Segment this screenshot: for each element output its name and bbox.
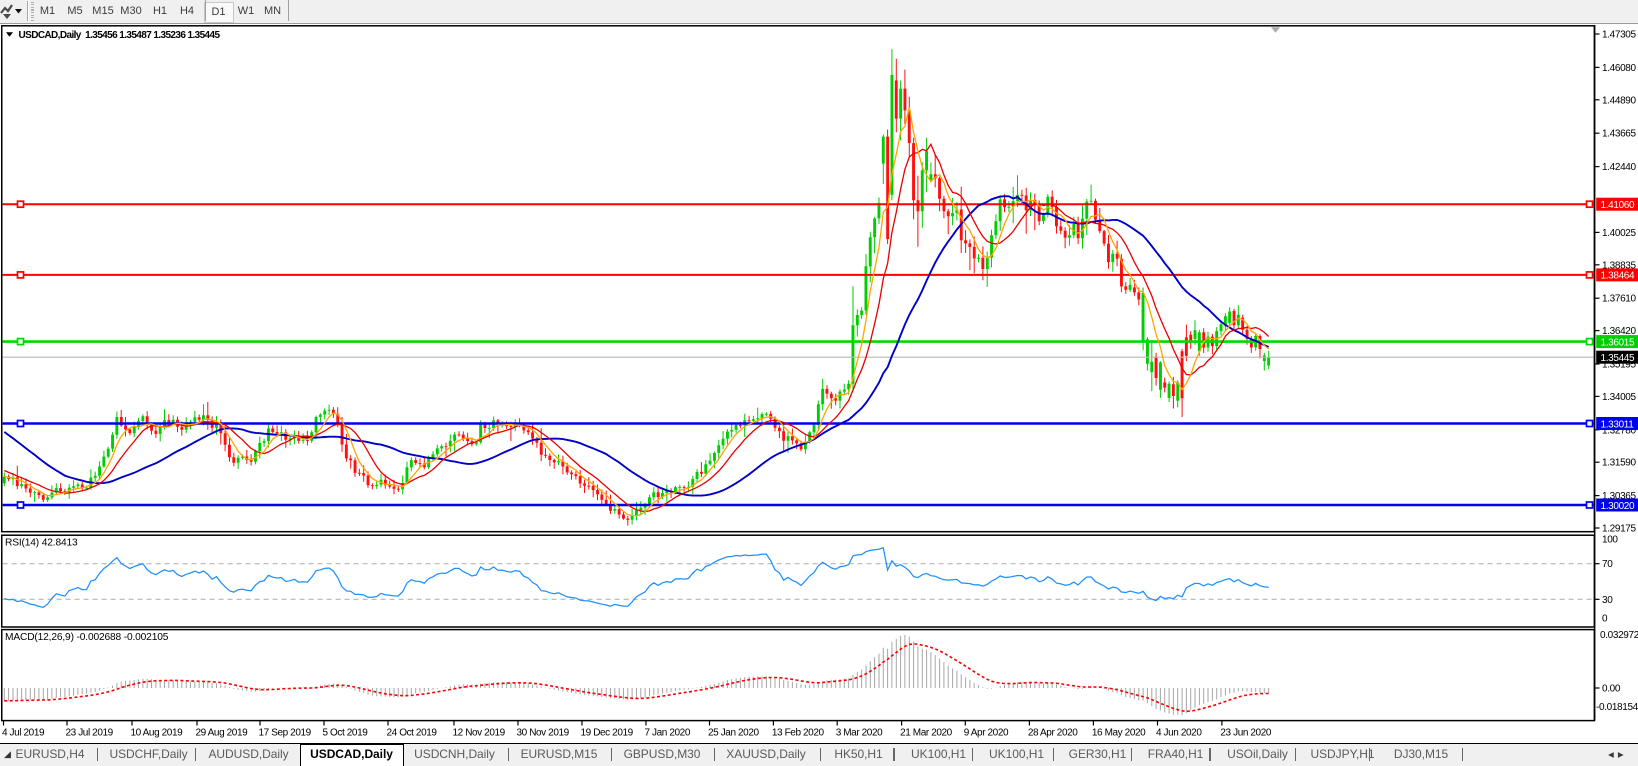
svg-text:RSI(14) 42.8413: RSI(14) 42.8413 — [5, 538, 78, 549]
svg-text:4 Jun 2020: 4 Jun 2020 — [1156, 728, 1202, 739]
svg-text:23 Jul 2019: 23 Jul 2019 — [66, 728, 114, 739]
svg-text:1.38464: 1.38464 — [1601, 271, 1635, 282]
svg-text:1.36420: 1.36420 — [1602, 326, 1636, 337]
svg-text:0: 0 — [1602, 614, 1608, 625]
svg-text:1.40025: 1.40025 — [1602, 228, 1636, 239]
svg-text:23 Jun 2020: 23 Jun 2020 — [1220, 728, 1271, 739]
svg-text:1.33011: 1.33011 — [1601, 419, 1635, 430]
svg-text:10 Aug 2019: 10 Aug 2019 — [131, 728, 184, 739]
svg-text:1.32780: 1.32780 — [1602, 425, 1636, 436]
svg-text:1.38835: 1.38835 — [1602, 260, 1636, 271]
svg-text:0.00: 0.00 — [1602, 684, 1621, 695]
svg-text:1.36015: 1.36015 — [1601, 337, 1635, 348]
svg-text:4 Jul 2019: 4 Jul 2019 — [2, 728, 45, 739]
svg-text:-0.018154: -0.018154 — [1596, 702, 1638, 713]
svg-text:1.29175: 1.29175 — [1602, 524, 1636, 535]
svg-text:MACD(12,26,9) -0.002688 -0.002: MACD(12,26,9) -0.002688 -0.002105 — [5, 632, 169, 643]
svg-text:5 Oct 2019: 5 Oct 2019 — [323, 728, 369, 739]
svg-text:19 Dec 2019: 19 Dec 2019 — [581, 728, 634, 739]
svg-text:1.30020: 1.30020 — [1601, 501, 1635, 512]
svg-text:1.43665: 1.43665 — [1602, 129, 1636, 140]
svg-text:13 Feb 2020: 13 Feb 2020 — [772, 728, 825, 739]
svg-text:USDCAD,Daily 1.35456 1.35487: USDCAD,Daily 1.35456 1.35487 1.35236 1.3… — [19, 30, 221, 41]
svg-text:1.31590: 1.31590 — [1602, 458, 1636, 469]
svg-text:21 Mar 2020: 21 Mar 2020 — [900, 728, 953, 739]
svg-text:1.37610: 1.37610 — [1602, 294, 1636, 305]
svg-text:0.032972: 0.032972 — [1600, 630, 1638, 641]
svg-text:1.47305: 1.47305 — [1602, 30, 1636, 41]
svg-text:12 Nov 2019: 12 Nov 2019 — [453, 728, 506, 739]
svg-text:25 Jan 2020: 25 Jan 2020 — [708, 728, 759, 739]
svg-text:1.34005: 1.34005 — [1602, 392, 1636, 403]
svg-text:30 Nov 2019: 30 Nov 2019 — [517, 728, 570, 739]
svg-text:29 Aug 2019: 29 Aug 2019 — [196, 728, 249, 739]
svg-text:17 Sep 2019: 17 Sep 2019 — [259, 728, 312, 739]
svg-text:3 Mar 2020: 3 Mar 2020 — [836, 728, 883, 739]
svg-text:9 Apr 2020: 9 Apr 2020 — [964, 728, 1009, 739]
svg-text:1.41060: 1.41060 — [1601, 200, 1635, 211]
svg-text:100: 100 — [1602, 535, 1618, 546]
svg-text:1.35445: 1.35445 — [1601, 353, 1635, 364]
svg-text:28 Apr 2020: 28 Apr 2020 — [1028, 728, 1078, 739]
svg-text:1.42440: 1.42440 — [1602, 162, 1636, 173]
svg-text:16 May 2020: 16 May 2020 — [1092, 728, 1146, 739]
svg-text:1.30365: 1.30365 — [1602, 491, 1636, 502]
svg-text:24 Oct 2019: 24 Oct 2019 — [387, 728, 438, 739]
svg-text:70: 70 — [1602, 559, 1613, 570]
svg-text:1.46080: 1.46080 — [1602, 63, 1636, 74]
svg-text:7 Jan 2020: 7 Jan 2020 — [645, 728, 691, 739]
svg-text:1.44890: 1.44890 — [1602, 95, 1636, 106]
svg-text:1.35195: 1.35195 — [1602, 360, 1636, 371]
svg-text:30: 30 — [1602, 595, 1613, 606]
